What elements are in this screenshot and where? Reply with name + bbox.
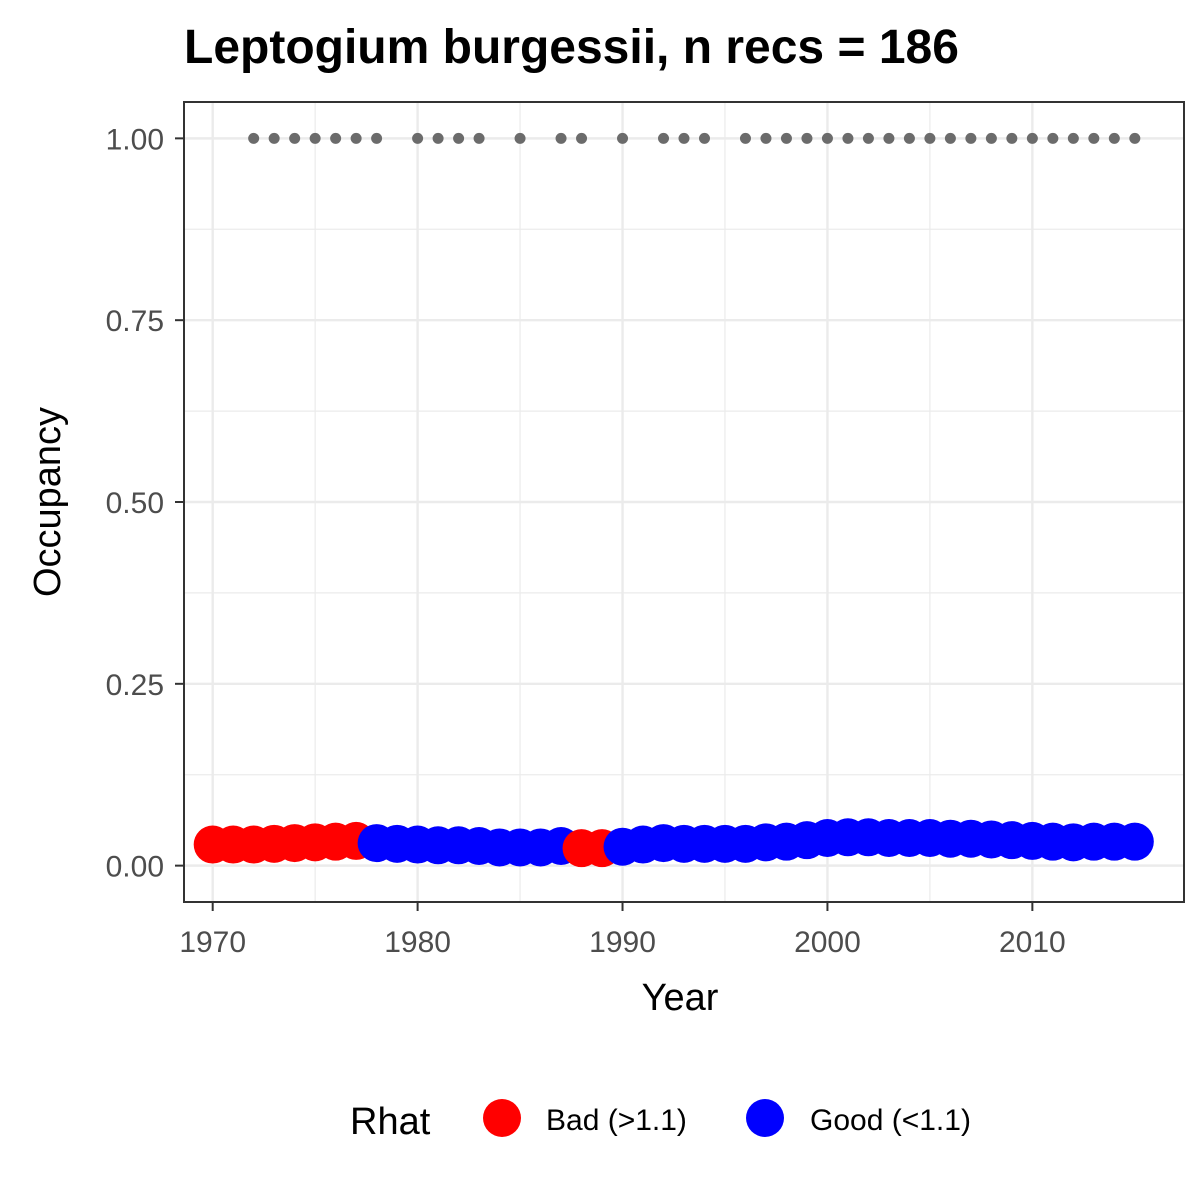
record-year-point (883, 132, 895, 144)
y-axis: 0.00 0.25 0.50 0.75 1.00 (106, 123, 184, 884)
record-year-point (903, 132, 915, 144)
x-tick-label: 1980 (384, 926, 451, 959)
x-tick-label: 1990 (589, 926, 656, 959)
record-year-point (1129, 132, 1141, 144)
x-axis-title: Year (642, 977, 719, 1019)
legend-good-label: Good (<1.1) (810, 1104, 971, 1137)
x-tick-label: 2010 (999, 926, 1066, 959)
record-year-point (965, 132, 977, 144)
record-year-point (576, 132, 588, 144)
record-year-point (453, 132, 465, 144)
record-year-point (268, 132, 280, 144)
record-year-point (760, 132, 772, 144)
record-year-point (309, 132, 321, 144)
record-year-point (1088, 132, 1100, 144)
y-axis-title: Occupancy (27, 407, 69, 597)
record-year-point (842, 132, 854, 144)
record-year-point (698, 132, 710, 144)
occupancy-point (1115, 822, 1154, 861)
chart-title: Leptogium burgessii, n recs = 186 (184, 21, 959, 74)
y-tick-label: 0.75 (106, 305, 164, 338)
x-axis: 1970 1980 1990 2000 2010 (179, 902, 1066, 959)
record-year-point (248, 132, 260, 144)
record-year-point (412, 132, 424, 144)
record-year-point (1108, 132, 1120, 144)
record-year-point (371, 132, 383, 144)
record-year-point (289, 132, 301, 144)
y-tick-label: 0.00 (106, 851, 164, 884)
x-tick-label: 1970 (179, 926, 246, 959)
minor-gridlines (184, 102, 1184, 902)
x-tick-label: 2000 (794, 926, 861, 959)
record-year-point (514, 132, 526, 144)
record-year-point (617, 132, 629, 144)
record-year-point (1006, 132, 1018, 144)
record-year-point (1047, 132, 1059, 144)
record-year-points (248, 132, 1141, 144)
record-year-point (432, 132, 444, 144)
record-year-point (555, 132, 567, 144)
record-year-point (1026, 132, 1038, 144)
record-year-point (924, 132, 936, 144)
record-year-point (985, 132, 997, 144)
record-year-point (862, 132, 874, 144)
record-year-point (944, 132, 956, 144)
legend-bad-label: Bad (>1.1) (546, 1104, 687, 1137)
legend-title: Rhat (350, 1101, 431, 1143)
record-year-point (658, 132, 670, 144)
major-gridlines (184, 102, 1184, 902)
occupancy-points (193, 818, 1154, 868)
record-year-point (678, 132, 690, 144)
record-year-point (739, 132, 751, 144)
legend: Rhat Bad (>1.1) Good (<1.1) (350, 1099, 971, 1143)
y-tick-label: 0.50 (106, 487, 164, 520)
legend-good-key (746, 1099, 784, 1137)
legend-bad-key (483, 1099, 521, 1137)
y-tick-label: 0.25 (106, 669, 164, 702)
record-year-point (330, 132, 342, 144)
record-year-point (473, 132, 485, 144)
record-year-point (350, 132, 362, 144)
record-year-point (821, 132, 833, 144)
y-tick-label: 1.00 (106, 123, 164, 156)
record-year-point (780, 132, 792, 144)
record-year-point (1067, 132, 1079, 144)
record-year-point (801, 132, 813, 144)
